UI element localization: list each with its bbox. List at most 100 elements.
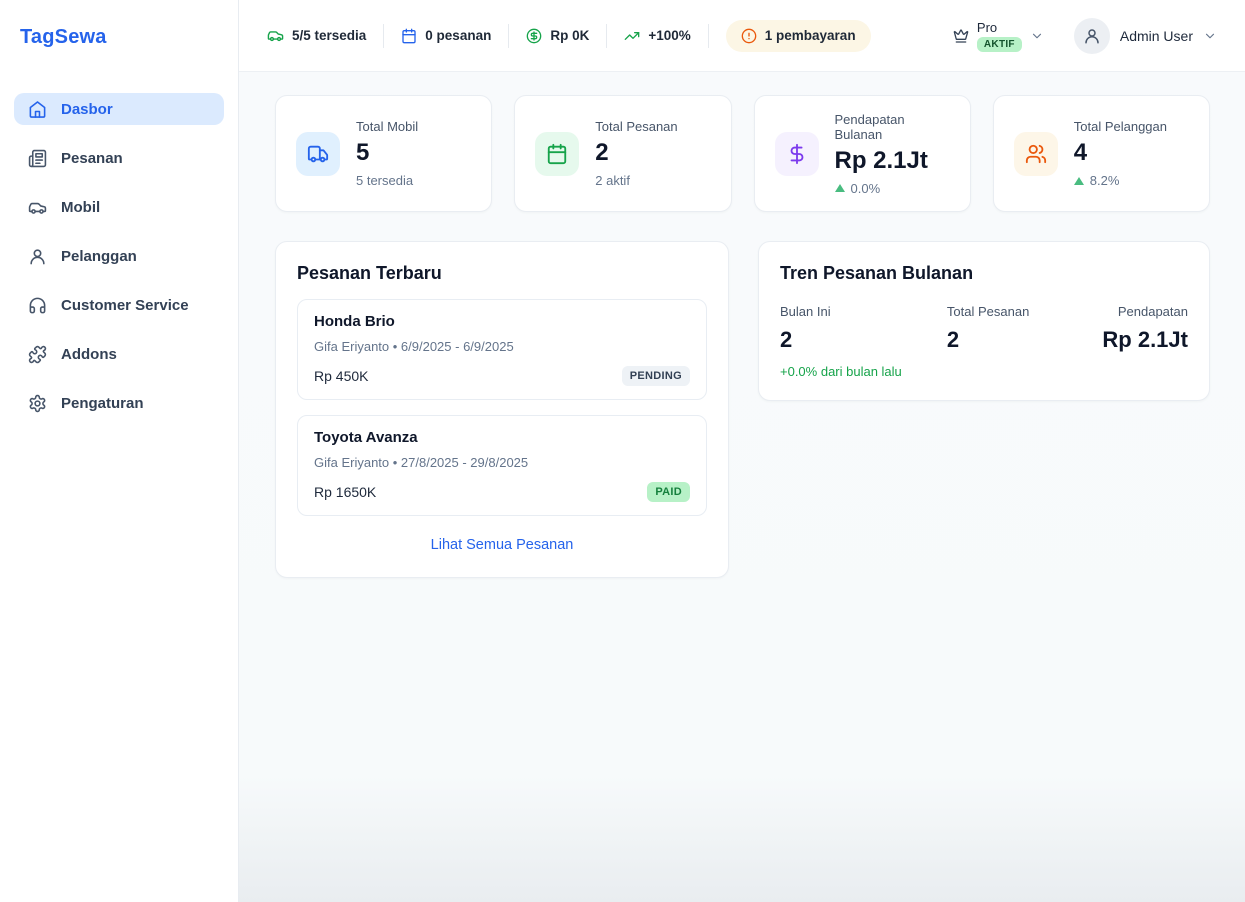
plan-name: Pro (976, 19, 998, 35)
trend-col-total-pesanan: Total Pesanan 2 (947, 304, 1077, 379)
trend-label: Total Pesanan (946, 304, 1030, 319)
users-icon (1013, 131, 1058, 176)
user-menu[interactable]: Admin User (1073, 17, 1217, 54)
stat-sub-text: 0.0% (850, 180, 881, 196)
sidebar-nav: Dasbor Pesanan Mobil Pelanggan Customer (0, 93, 238, 419)
car-icon (267, 27, 284, 44)
calendar-icon (535, 131, 580, 176)
puzzle-icon (28, 345, 47, 364)
stat-card-total-pelanggan: Total Pelanggan 4 8.2% (992, 95, 1210, 212)
quickstat-revenue: Rp 0K (526, 28, 589, 44)
trend-value: 2 (780, 327, 793, 352)
recent-orders-panel: Pesanan Terbaru Honda Brio Gifa Eriyanto… (275, 241, 729, 578)
circle-dollar-icon (526, 28, 542, 44)
view-all-orders-link[interactable]: Lihat Semua Pesanan (430, 537, 574, 553)
status-badge: PAID (647, 482, 690, 502)
gear-icon (28, 394, 47, 413)
trend-label: Bulan Ini (780, 304, 831, 319)
divider (508, 23, 510, 48)
dollar-icon (774, 131, 819, 176)
sidebar: TagSewa Dasbor Pesanan Mobil Pelanggan (0, 0, 239, 902)
order-car-name: Toyota Avanza (314, 429, 418, 446)
panel-title: Tren Pesanan Bulanan (780, 263, 974, 283)
trend-col-pendapatan: Pendapatan Rp 2.1Jt (1077, 304, 1188, 379)
stat-text: Total Pesanan 2 2 aktif (595, 119, 677, 188)
chevron-down-icon (1030, 29, 1044, 43)
order-meta: Gifa Eriyanto • 27/8/2025 - 29/8/2025 (314, 455, 529, 470)
sidebar-item-pesanan[interactable]: Pesanan (14, 142, 224, 174)
sidebar-item-label: Pelanggan (61, 247, 137, 265)
stat-label: Total Mobil (356, 119, 419, 134)
avatar (1073, 17, 1110, 54)
stat-value: Rp 2.1Jt (834, 146, 928, 174)
user-icon (28, 247, 47, 266)
order-price: Rp 1650K (314, 484, 377, 500)
panel-title: Pesanan Terbaru (297, 263, 442, 283)
sidebar-item-label: Mobil (61, 198, 101, 216)
sidebar-item-pengaturan[interactable]: Pengaturan (14, 387, 224, 419)
chevron-down-icon (1203, 29, 1217, 43)
plan-menu[interactable]: Pro AKTIF (953, 20, 1044, 52)
dashboard-content: Total Mobil 5 5 tersedia Total Pesanan 2… (239, 72, 1245, 902)
app-logo: TagSewa (20, 26, 107, 48)
quickstat-label: Rp 0K (550, 28, 590, 43)
trend-value: Rp 2.1Jt (1102, 327, 1188, 352)
divider (383, 23, 385, 48)
quickstat-growth: +100% (624, 28, 691, 44)
quickstat-orders: 0 pesanan (401, 28, 491, 44)
stat-text: Total Pelanggan 4 8.2% (1073, 119, 1167, 188)
stat-card-pendapatan-bulanan: Pendapatan Bulanan Rp 2.1Jt 0.0% (753, 95, 971, 212)
stat-label: Total Pesanan (595, 119, 678, 134)
sidebar-item-addons[interactable]: Addons (14, 338, 224, 370)
car-icon (28, 198, 47, 217)
order-card[interactable]: Honda Brio Gifa Eriyanto • 6/9/2025 - 6/… (297, 299, 707, 400)
order-card[interactable]: Toyota Avanza Gifa Eriyanto • 27/8/2025 … (297, 415, 707, 516)
trend-up-triangle-icon (1073, 176, 1084, 185)
stat-sub-text: 8.2% (1089, 173, 1120, 188)
stat-label: Pendapatan Bulanan (834, 111, 905, 142)
quickstat-label: 1 pembayaran (764, 28, 856, 43)
stat-label: Total Pelanggan (1073, 119, 1167, 134)
sidebar-item-label: Customer Service (61, 296, 189, 314)
sidebar-item-label: Pesanan (61, 149, 123, 167)
monthly-trend-panel: Tren Pesanan Bulanan Bulan Ini 2 +0.0% d… (758, 241, 1210, 401)
stat-value: 5 (356, 139, 370, 166)
status-badge: PENDING (621, 366, 690, 386)
divider (606, 23, 608, 48)
trending-up-icon (624, 28, 640, 44)
stat-sub: 5 tersedia (356, 173, 414, 188)
truck-icon (296, 131, 340, 176)
order-car-name: Honda Brio (314, 313, 395, 330)
trend-value: 2 (946, 327, 960, 352)
stat-cards: Total Mobil 5 5 tersedia Total Pesanan 2… (275, 95, 1210, 212)
plan-info: Pro AKTIF (976, 19, 1022, 52)
order-price-row: Rp 1650K PAID (314, 482, 690, 502)
order-price-row: Rp 450K PENDING (314, 366, 690, 386)
sidebar-item-pelanggan[interactable]: Pelanggan (14, 240, 224, 272)
trend-up-triangle-icon (834, 184, 845, 192)
stat-text: Pendapatan Bulanan Rp 2.1Jt 0.0% (834, 111, 950, 196)
trend-col-bulan-ini: Bulan Ini 2 +0.0% dari bulan lalu (780, 304, 947, 379)
divider (707, 23, 709, 48)
sidebar-item-label: Dasbor (61, 100, 113, 118)
plan-status-badge: AKTIF (976, 36, 1022, 52)
sidebar-item-customer-service[interactable]: Customer Service (14, 289, 224, 321)
sidebar-item-dasbor[interactable]: Dasbor (14, 93, 224, 125)
quickstat-label: 5/5 tersedia (292, 28, 367, 43)
sidebar-item-label: Pengaturan (61, 394, 144, 412)
stat-text: Total Mobil 5 5 tersedia (356, 119, 418, 188)
stat-value: 2 (595, 139, 609, 166)
quickstat-cars-available: 5/5 tersedia (267, 27, 366, 44)
quickstat-label: +100% (648, 28, 691, 43)
topbar-right: Pro AKTIF Admin User (953, 17, 1217, 54)
sidebar-item-mobil[interactable]: Mobil (14, 191, 224, 223)
calendar-icon (401, 28, 417, 44)
stat-value: 4 (1073, 139, 1088, 166)
stat-sub: 8.2% (1073, 173, 1167, 188)
topbar: 5/5 tersedia 0 pesanan Rp 0K (239, 0, 1245, 72)
user-name: Admin User (1119, 27, 1193, 44)
crown-icon (953, 28, 969, 44)
dashboard-panels: Pesanan Terbaru Honda Brio Gifa Eriyanto… (275, 241, 1210, 578)
main-area: 5/5 tersedia 0 pesanan Rp 0K (239, 0, 1245, 902)
order-price: Rp 450K (314, 368, 369, 384)
